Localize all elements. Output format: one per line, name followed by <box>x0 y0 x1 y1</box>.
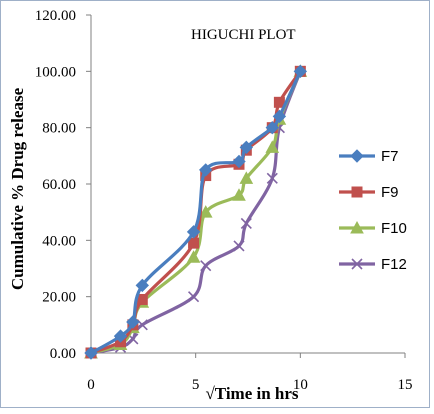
x-tick-label: 0 <box>87 377 95 393</box>
legend-label: F9 <box>381 184 399 201</box>
data-point <box>233 240 245 252</box>
y-tick-label: 20.00 <box>42 290 76 306</box>
series-line <box>90 70 302 355</box>
chart-title: HIGUCHI PLOT <box>191 27 296 43</box>
legend-item-f7: F7 <box>339 148 399 165</box>
data-point <box>200 260 212 272</box>
legend-marker <box>350 220 364 234</box>
y-tick-label: 100.00 <box>35 64 76 80</box>
x-axis-ticks: 0 5 10 15 <box>87 353 413 393</box>
data-point <box>266 172 278 184</box>
y-tick-label: 120.00 <box>35 8 76 24</box>
data-point <box>199 163 213 177</box>
y-tick-label: 40.00 <box>42 233 76 249</box>
data-point <box>265 140 280 153</box>
legend: F7 F9 F10 F12 <box>339 148 407 273</box>
legend-label: F12 <box>381 256 407 273</box>
legend-item-f12: F12 <box>339 256 407 273</box>
x-tick-label: 5 <box>192 377 200 393</box>
series-line <box>90 70 302 355</box>
legend-label: F7 <box>381 148 399 165</box>
y-axis-title: Cumulative % Drug release <box>8 87 27 290</box>
legend-marker <box>351 186 363 198</box>
data-point <box>126 315 140 329</box>
data-point <box>232 154 246 169</box>
data-point <box>265 120 279 135</box>
series-layer <box>84 64 308 360</box>
series-f9 <box>85 65 306 359</box>
data-point <box>135 278 149 293</box>
series-f12 <box>85 65 306 359</box>
data-point <box>186 225 201 239</box>
series-f7 <box>84 64 308 360</box>
data-point <box>293 64 308 79</box>
x-tick-label: 10 <box>293 377 308 393</box>
legend-item-f10: F10 <box>339 220 407 237</box>
x-axis-title: √Time in hrs <box>205 384 298 403</box>
x-tick-label: 15 <box>398 377 413 393</box>
data-point <box>239 140 254 155</box>
data-point <box>186 250 201 263</box>
higuchi-chart: 0.00 20.00 40.00 60.00 80.00 100.00 120.00 0 5 1… <box>8 8 413 403</box>
y-tick-label: 80.00 <box>42 121 76 137</box>
series-line <box>90 70 302 355</box>
series-f10 <box>84 64 308 359</box>
data-point <box>198 205 213 218</box>
chart-frame: 0.00 20.00 40.00 60.00 80.00 100.00 120.00 0 5 1… <box>0 0 430 408</box>
data-point <box>188 291 200 303</box>
y-tick-label: 60.00 <box>42 177 76 193</box>
legend-marker <box>351 258 363 270</box>
data-point <box>239 171 254 184</box>
data-point <box>84 346 98 360</box>
legend-item-f9: F9 <box>339 184 399 201</box>
y-tick-label: 0.00 <box>50 346 76 362</box>
legend-marker <box>350 149 364 163</box>
data-point <box>240 217 252 229</box>
legend-label: F10 <box>381 220 407 237</box>
series-line <box>90 70 302 355</box>
data-point <box>113 329 128 343</box>
data-point <box>272 109 287 124</box>
y-axis-ticks: 0.00 20.00 40.00 60.00 80.00 100.00 120.00 <box>35 8 91 362</box>
data-point <box>232 188 246 201</box>
